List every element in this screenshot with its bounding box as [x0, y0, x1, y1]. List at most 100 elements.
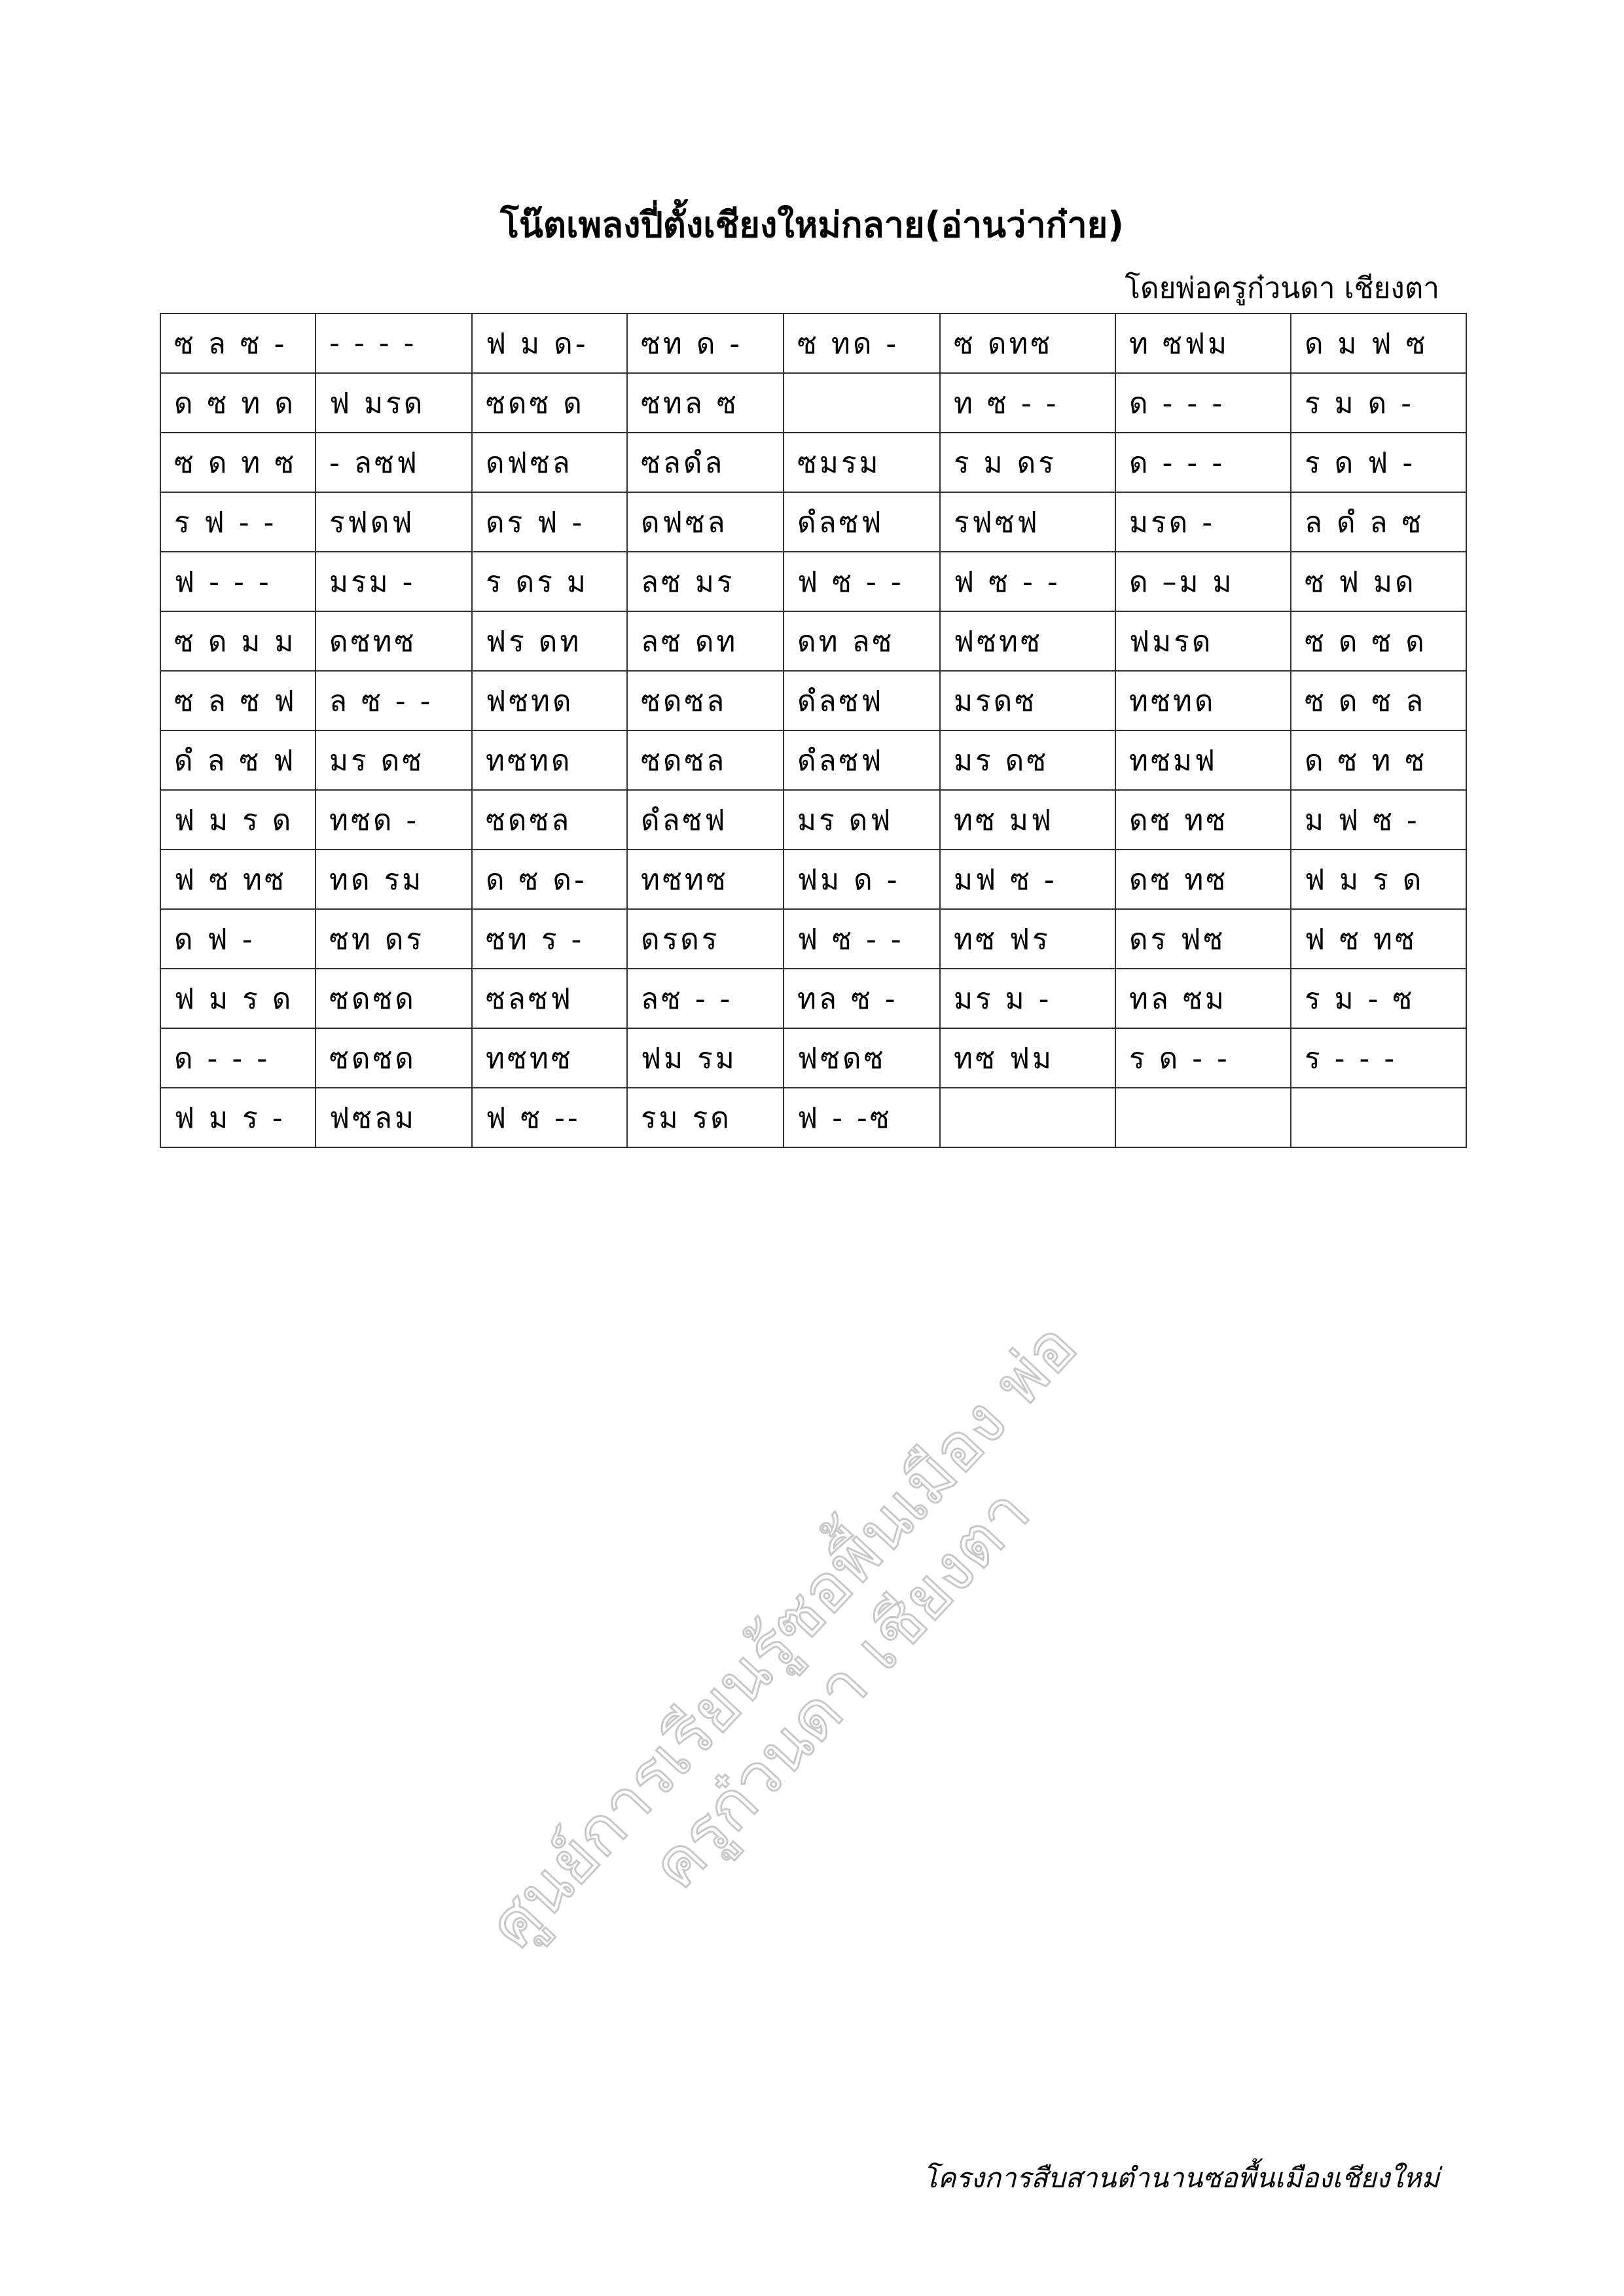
- table-row: ซ ล ซ -- - - -ฟ ม ด- ซท ด -ซ ทด -ซ ดทซท ซ…: [160, 313, 1467, 374]
- notation-cell: ฟ ซ - -: [783, 551, 941, 612]
- notation-cell: มฟ ซ -: [939, 849, 1116, 910]
- notation-cell: ดํลซฟ: [783, 492, 941, 552]
- notation-cell: ฟ ซ - -: [783, 908, 941, 969]
- notation-cell: ฟซลม: [315, 1087, 473, 1148]
- notation-cell: ซ ด ท ซ: [160, 432, 316, 493]
- notation-cell: ด ซ ท ด: [160, 372, 316, 433]
- notation-cell: ซ ทด -: [783, 313, 941, 374]
- notation-cell: ฟซดซ: [783, 1028, 941, 1088]
- notation-cell: ซดซด: [315, 968, 473, 1029]
- notation-cell: ด - - -: [1115, 432, 1291, 493]
- notation-cell: ทด รม: [315, 849, 473, 910]
- notation-cell: ซดซ ด: [471, 372, 628, 433]
- notation-cell: [939, 1087, 1116, 1148]
- notation-cell: ฟ ม ร -: [160, 1087, 316, 1148]
- table-row: ฟ ม ร ดซดซด ซลซฟ ลซ - - ทล ซ - มร ม - ทล ซมร …: [160, 968, 1467, 1029]
- notation-cell: ด - - -: [1115, 372, 1291, 433]
- notation-cell: ฟมรด: [1115, 611, 1291, 672]
- notation-cell: ฟ มรด: [315, 372, 473, 433]
- notation-cell: ร - - -: [1290, 1028, 1467, 1088]
- notation-cell: รม รด: [626, 1087, 784, 1148]
- notation-cell: ร ด - -: [1115, 1028, 1291, 1088]
- notation-cell: ร ม ด -: [1290, 372, 1467, 433]
- notation-cell: [1115, 1087, 1291, 1148]
- notation-cell: ทซทซ: [626, 849, 784, 910]
- notation-cell: ฟ ซ - -: [939, 551, 1116, 612]
- notation-cell: ด ซ ด-: [471, 849, 628, 910]
- table-row: ฟ ม ร - ฟซลมฟ ซ -- รม รดฟ - -ซ: [160, 1087, 1467, 1148]
- notation-cell: ดฟซล: [626, 492, 784, 552]
- notation-cell: ซท ร -: [471, 908, 628, 969]
- notation-cell: ทซ ฟม: [939, 1028, 1116, 1088]
- notation-cell: ซดซล: [626, 730, 784, 791]
- table-row: ร ฟ - - รฟดฟ ดร ฟ - ดฟซล ดํลซฟ รฟซฟ มรด -ล ดํ …: [160, 492, 1467, 552]
- table-row: ซ ล ซ ฟล ซ - - ฟซทด ซดซล ดํลซฟ มรดซ ทซทดซ ด ซ…: [160, 670, 1467, 731]
- notation-cell: ท ซ - -: [939, 372, 1116, 433]
- notation-cell: ซ ล ซ -: [160, 313, 316, 374]
- notation-cell: รฟดฟ: [315, 492, 473, 552]
- notation-cell: - ลซฟ: [315, 432, 473, 493]
- notation-cell: ฟ ม ร ด: [160, 789, 316, 850]
- table-row: ฟ - - - มรม -ร ดร มลซ มรฟ ซ - -ฟ ซ - -ด –…: [160, 551, 1467, 612]
- notation-cell: ลซ มร: [626, 551, 784, 612]
- notation-cell: ร ม - ซ: [1290, 968, 1467, 1029]
- notation-cell: ทซ มฟ: [939, 789, 1116, 850]
- page-title: โน๊ตเพลงปี่ตั้งเชียงใหม่กลาย(อ่านว่าก๋าย…: [500, 204, 1124, 245]
- notation-cell: ดํ ล ซ ฟ: [160, 730, 316, 791]
- notation-cell: - - - -: [315, 313, 473, 374]
- table-row: ด - - - ซดซด ทซทซ ฟม รม ฟซดซ ทซ ฟมร ด - -ร - …: [160, 1028, 1467, 1088]
- notation-cell: [1290, 1087, 1467, 1148]
- notation-cell: ซดซล: [471, 789, 628, 850]
- notation-cell: ลซ ดท: [626, 611, 784, 672]
- notation-cell: ซ ด ซ ล: [1290, 670, 1467, 731]
- notation-cell: ซ ด ซ ด: [1290, 611, 1467, 672]
- notation-cell: ฟ ซ --: [471, 1087, 628, 1148]
- notation-cell: ซท ด -: [626, 313, 784, 374]
- notation-cell: ดท ลซ: [783, 611, 941, 672]
- notation-cell: ซดซด: [315, 1028, 473, 1088]
- notation-cell: มรด -: [1115, 492, 1291, 552]
- notation-cell: ดํลซฟ: [783, 670, 941, 731]
- notation-cell: ทล ซม: [1115, 968, 1291, 1029]
- notation-cell: ดํลซฟ: [626, 789, 784, 850]
- notation-cell: ด ม ฟ ซ: [1290, 313, 1467, 374]
- notation-cell: ฟซทซ: [939, 611, 1116, 672]
- notation-cell: ฟ ซ ทซ: [1290, 908, 1467, 969]
- notation-cell: ท ซฟม: [1115, 313, 1291, 374]
- notation-cell: ซลดํล: [626, 432, 784, 493]
- notation-cell: ดํลซฟ: [783, 730, 941, 791]
- notation-cell: มร ดฟ: [783, 789, 941, 850]
- notation-cell: ทซทซ: [471, 1028, 628, 1088]
- notation-cell: ทซ ฟร: [939, 908, 1116, 969]
- notation-cell: ร ดร ม: [471, 551, 628, 612]
- notation-cell: มรม -: [315, 551, 473, 612]
- notation-cell: ฟ ซ ทซ: [160, 849, 316, 910]
- table-row: ฟ ม ร ดทซด - ซดซล ดํลซฟ มร ดฟ ทซ มฟ ดซ ทซม ฟ …: [160, 789, 1467, 850]
- notation-cell: ซลซฟ: [471, 968, 628, 1029]
- notation-cell: ดร ฟ -: [471, 492, 628, 552]
- notation-cell: ทซมฟ: [1115, 730, 1291, 791]
- notation-cell: ทล ซ -: [783, 968, 941, 1029]
- notation-cell: ซดซล: [626, 670, 784, 731]
- notation-cell: ทซด -: [315, 789, 473, 850]
- table-row: ดํ ล ซ ฟมร ดซ ทซทด ซดซล ดํลซฟ มร ดซ ทซมฟด ซ ท…: [160, 730, 1467, 791]
- notation-cell: ซทล ซ: [626, 372, 784, 433]
- notation-table: ซ ล ซ -- - - -ฟ ม ด- ซท ด -ซ ทด -ซ ดทซท ซ…: [160, 313, 1467, 1148]
- notation-cell: ซ ฟ มด: [1290, 551, 1467, 612]
- notation-cell: มร ดซ: [939, 730, 1116, 791]
- notation-cell: ดซ ทซ: [1115, 789, 1291, 850]
- notation-cell: ทซทด: [1115, 670, 1291, 731]
- notation-cell: ร ด ฟ -: [1290, 432, 1467, 493]
- notation-cell: ดร ฟซ: [1115, 908, 1291, 969]
- notation-cell: ซ ด ม ม: [160, 611, 316, 672]
- notation-cell: ฟ - - -: [160, 551, 316, 612]
- notation-cell: ดซทซ: [315, 611, 473, 672]
- notation-cell: ฟ - -ซ: [783, 1087, 941, 1148]
- notation-cell: ด –ม ม: [1115, 551, 1291, 612]
- notation-cell: ซ ล ซ ฟ: [160, 670, 316, 731]
- notation-cell: ฟม รม: [626, 1028, 784, 1088]
- watermark: ศูนย์การเรียนรู้ซอพื้นเมือง พ่อครูก๋วนดา…: [473, 1307, 1092, 1964]
- table-row: ด ซ ท ดฟ มรด ซดซ ดซทล ซ ท ซ - -ด - - -ร ม …: [160, 372, 1467, 433]
- notation-cell: มรดซ: [939, 670, 1116, 731]
- notation-cell: ร ฟ - -: [160, 492, 316, 552]
